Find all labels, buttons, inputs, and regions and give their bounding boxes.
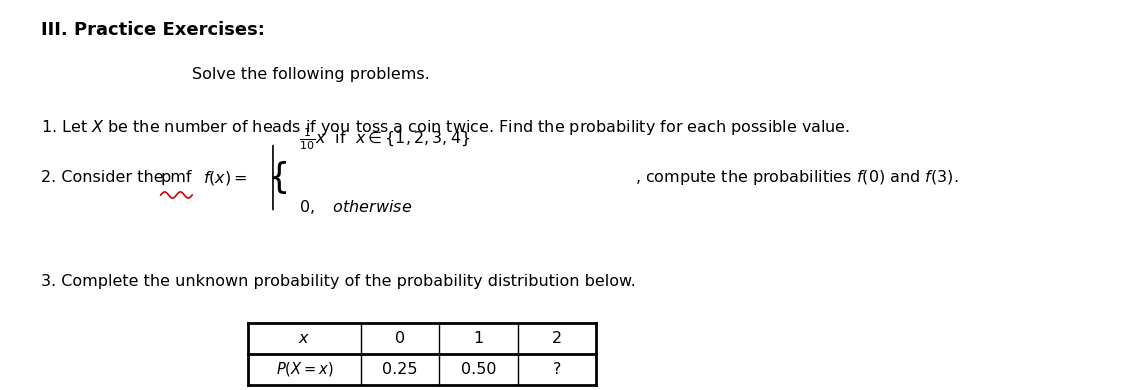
Text: 2: 2 (552, 331, 562, 346)
Text: ?: ? (552, 362, 561, 377)
Text: $x$: $x$ (298, 331, 310, 346)
Text: 3. Complete the unknown probability of the probability distribution below.: 3. Complete the unknown probability of t… (40, 275, 636, 289)
Text: Solve the following problems.: Solve the following problems. (192, 67, 430, 82)
Text: $f(x) =$: $f(x) =$ (198, 168, 248, 186)
Text: , compute the probabilities $f(0)$ and $f(3)$.: , compute the probabilities $f(0)$ and $… (636, 168, 958, 187)
Text: $0,$   $\it{otherwise}$: $0,$ $\it{otherwise}$ (299, 198, 412, 216)
Text: 0: 0 (395, 331, 405, 346)
Text: III. Practice Exercises:: III. Practice Exercises: (40, 21, 264, 39)
Text: {: { (268, 161, 290, 195)
Text: 0.25: 0.25 (382, 362, 417, 377)
Text: 2. Consider the: 2. Consider the (40, 170, 169, 185)
Text: 1: 1 (474, 331, 484, 346)
Text: $P(X = x)$: $P(X = x)$ (276, 360, 333, 378)
Text: 1. Let $X$ be the number of heads if you toss a coin twice. Find the probability: 1. Let $X$ be the number of heads if you… (40, 117, 849, 136)
Text: $\frac{1}{10}x$  if  $x\in\{1,2,3,4\}$: $\frac{1}{10}x$ if $x\in\{1,2,3,4\}$ (299, 126, 470, 152)
Text: pmf: pmf (161, 170, 192, 185)
Text: 0.50: 0.50 (460, 362, 496, 377)
